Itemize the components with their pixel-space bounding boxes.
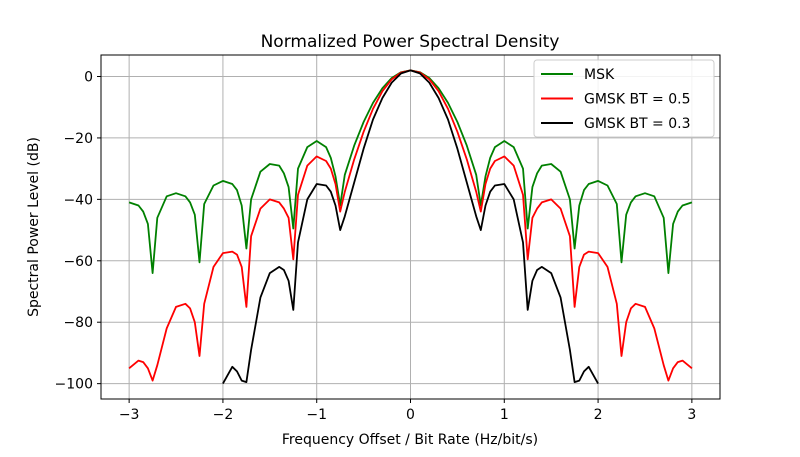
- x-tick-label: −1: [306, 407, 327, 423]
- x-axis-title: Frequency Offset / Bit Rate (Hz/bit/s): [282, 432, 538, 448]
- legend-label-1: GMSK BT = 0.5: [584, 92, 691, 108]
- x-tick-label: 0: [406, 407, 415, 423]
- y-tick-label: −100: [55, 377, 93, 393]
- y-tick-label: 0: [84, 70, 93, 86]
- y-tick-label: −80: [63, 315, 93, 331]
- x-tick-label: −2: [213, 407, 234, 423]
- legend-label-2: GMSK BT = 0.3: [584, 116, 691, 132]
- y-tick-label: −40: [63, 192, 93, 208]
- series-line-2: [222, 69, 599, 385]
- y-axis-title: Spectral Power Level (dB): [26, 137, 42, 317]
- y-tick-label: −60: [63, 254, 93, 270]
- x-tick-label: 3: [687, 407, 696, 423]
- axis-ticks: −3 −2 −1 0 1 2 3 0 −20 −40 −60 −80 −100: [55, 70, 697, 424]
- legend-label-0: MSK: [584, 67, 615, 83]
- legend-box: [533, 59, 715, 138]
- legend: MSK GMSK BT = 0.5 GMSK BT = 0.3: [533, 59, 715, 138]
- x-tick-label: −3: [119, 407, 140, 423]
- chart-title: Normalized Power Spectral Density: [261, 32, 560, 52]
- y-tick-label: −20: [63, 131, 93, 147]
- x-tick-label: 1: [500, 407, 509, 423]
- plot-lines: [128, 69, 693, 385]
- x-tick-label: 2: [594, 407, 603, 423]
